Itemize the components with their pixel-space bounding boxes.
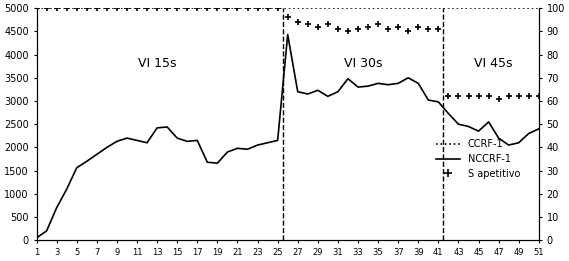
CCRF-1 [525, 7, 532, 10]
S apetitivo [33, 7, 40, 10]
CCRF-1 [395, 7, 402, 10]
Line: S apetitivo: S apetitivo [33, 5, 542, 102]
NCCRF-1 [184, 140, 191, 143]
CCRF-1 [535, 7, 542, 10]
Text: VI 30s: VI 30s [344, 57, 382, 70]
NCCRF-1 [374, 82, 381, 85]
CCRF-1 [33, 7, 40, 10]
NCCRF-1 [284, 33, 291, 36]
NCCRF-1 [33, 236, 40, 239]
Line: NCCRF-1: NCCRF-1 [36, 35, 539, 238]
NCCRF-1 [535, 127, 542, 130]
S apetitivo [525, 95, 532, 98]
CCRF-1 [194, 7, 201, 10]
CCRF-1 [365, 7, 372, 10]
NCCRF-1 [525, 132, 532, 135]
CCRF-1 [184, 7, 191, 10]
S apetitivo [495, 97, 502, 100]
NCCRF-1 [405, 76, 411, 79]
S apetitivo [184, 7, 191, 10]
S apetitivo [365, 25, 372, 28]
CCRF-1 [143, 7, 150, 10]
Text: VI 45s: VI 45s [475, 57, 513, 70]
Text: VI 15s: VI 15s [138, 57, 176, 70]
Legend: CCRF-1, NCCRF-1, S apetitivo: CCRF-1, NCCRF-1, S apetitivo [432, 135, 524, 183]
S apetitivo [535, 95, 542, 98]
S apetitivo [395, 25, 402, 28]
S apetitivo [194, 7, 201, 10]
S apetitivo [143, 7, 150, 10]
NCCRF-1 [143, 141, 150, 144]
NCCRF-1 [194, 139, 201, 142]
